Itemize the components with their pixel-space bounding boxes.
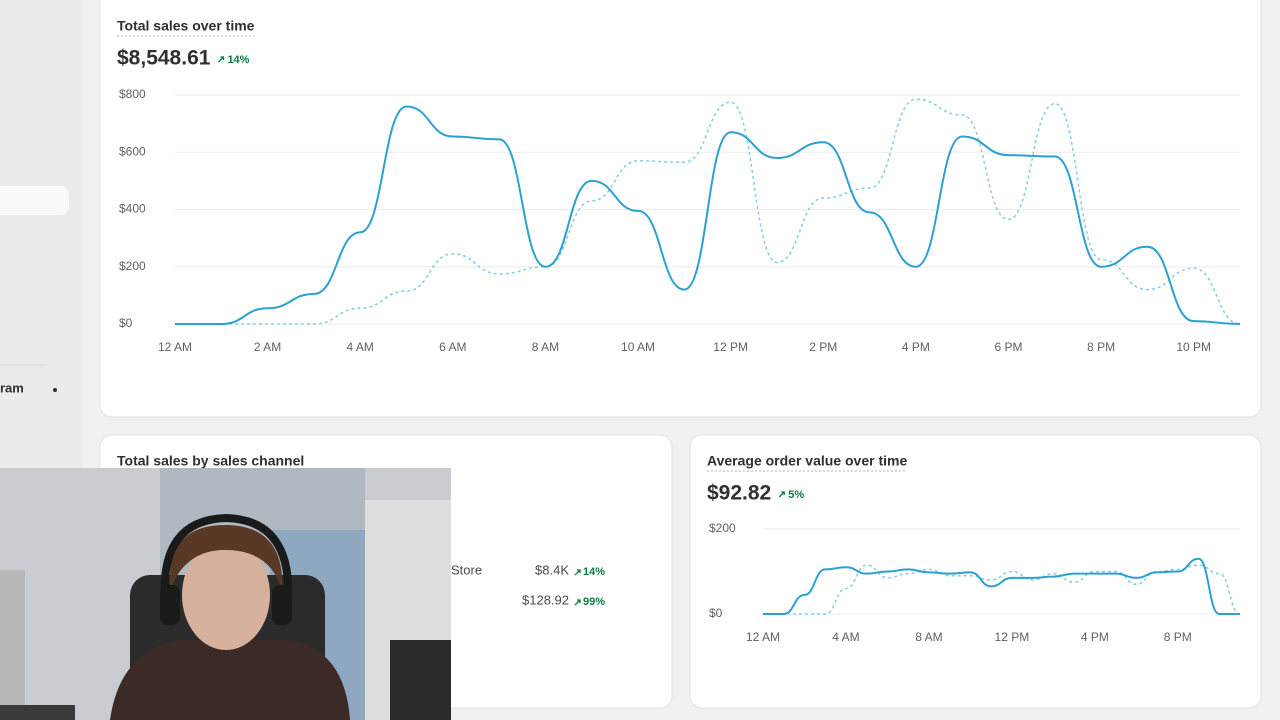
series-line <box>175 98 1241 325</box>
x-tick-label: 8 PM <box>1087 340 1115 354</box>
y-tick-label: $600 <box>119 144 146 158</box>
up-arrow <box>574 569 581 576</box>
x-tick-label: 4 PM <box>1081 630 1109 644</box>
card <box>99 0 1262 418</box>
channel-value: $128.92 <box>522 592 569 607</box>
chart-title: Total sales over time <box>117 18 255 34</box>
sidebar-dot <box>53 388 57 392</box>
change-value: 14% <box>227 54 249 66</box>
x-tick-label: 6 AM <box>439 340 466 354</box>
up-arrow <box>574 599 581 606</box>
x-tick-label: 4 AM <box>347 340 374 354</box>
change-value: 5% <box>788 489 804 501</box>
card-title: Total sales by sales channel <box>117 453 304 469</box>
x-tick-label: 8 PM <box>1164 630 1192 644</box>
x-tick-label: 4 AM <box>832 630 859 644</box>
sidebar-active-item[interactable] <box>0 186 69 215</box>
sidebar-item[interactable]: ram <box>0 380 24 395</box>
channel-name: Store <box>451 562 482 577</box>
x-tick-label: 10 AM <box>621 340 655 354</box>
x-tick-label: 4 PM <box>902 340 930 354</box>
x-tick-label: 8 AM <box>532 340 559 354</box>
series-line <box>762 557 1240 616</box>
channel-change: 14% <box>583 566 605 578</box>
up-arrow <box>217 56 225 63</box>
y-tick-label: $400 <box>119 202 146 216</box>
x-tick-label: 2 AM <box>254 340 281 354</box>
y-tick-label: $800 <box>119 87 146 101</box>
x-tick-label: 12 AM <box>746 630 780 644</box>
y-tick-label: $0 <box>119 316 133 330</box>
x-tick-label: 2 PM <box>809 340 837 354</box>
x-tick-label: 6 PM <box>994 340 1022 354</box>
x-tick-label: 8 AM <box>915 630 942 644</box>
x-tick-label: 10 PM <box>1176 340 1211 354</box>
card <box>689 434 1262 709</box>
up-arrow <box>778 491 785 498</box>
chart-title: Average order value over time <box>707 453 907 469</box>
x-tick-label: 12 PM <box>713 340 748 354</box>
y-tick-label: $200 <box>119 259 146 273</box>
x-tick-label: 12 AM <box>158 340 192 354</box>
channel-value: $8.4K <box>535 562 569 577</box>
y-tick-label: $200 <box>709 521 736 535</box>
y-tick-label: $0 <box>709 606 723 620</box>
webcam-overlay <box>0 468 451 720</box>
total-value: $92.82 <box>707 482 771 505</box>
total-value: $8,548.61 <box>117 47 211 70</box>
channel-change: 99% <box>583 596 605 608</box>
series-line <box>175 105 1241 325</box>
x-tick-label: 12 PM <box>995 630 1030 644</box>
